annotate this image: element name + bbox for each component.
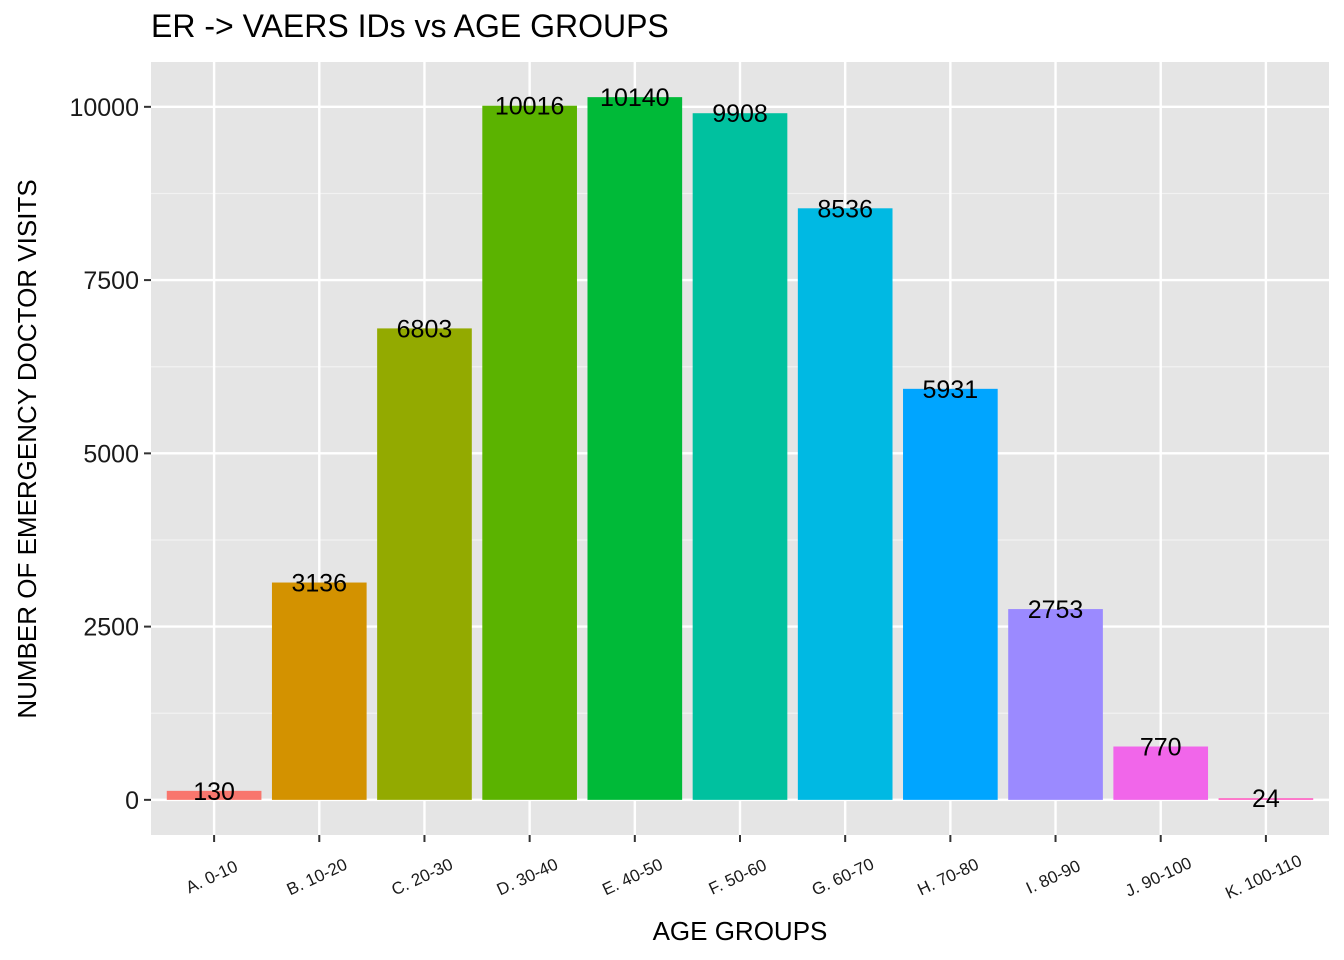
y-tick-label: 2500 [83, 614, 139, 642]
bar [797, 208, 893, 800]
y-axis: 0 2500 5000 7500 10000 [69, 94, 151, 815]
x-tick-label: H. 70-80 [914, 855, 981, 900]
y-tick-label: 0 [125, 787, 139, 815]
chart-title: ER -> VAERS IDs vs AGE GROUPS [151, 8, 669, 44]
x-axis: A. 0-10 B. 10-20 C. 20-30 D. 30-40 E. 40-50 F… [183, 835, 1305, 903]
x-tick-label: E. 40-50 [599, 855, 665, 899]
data-labels: 130 3136 6803 10016 10140 9908 8536 5931 2753 770… [193, 84, 1280, 813]
x-axis-title: AGE GROUPS [653, 916, 828, 946]
bars [166, 97, 1314, 800]
bar [166, 790, 262, 800]
x-tick-label: C. 20-30 [389, 855, 456, 900]
data-label: 24 [1252, 785, 1280, 813]
x-tick-label: I. 80-90 [1023, 856, 1083, 898]
bar [1113, 746, 1209, 800]
x-tick-label: K. 100-110 [1222, 851, 1304, 903]
data-label: 6803 [397, 315, 453, 343]
x-tick-label: B. 10-20 [284, 855, 350, 899]
bar [482, 105, 577, 800]
data-label: 9908 [712, 100, 768, 128]
y-tick-label: 10000 [69, 94, 139, 122]
x-tick-label: J. 90-100 [1122, 853, 1194, 900]
y-tick-label: 5000 [83, 440, 139, 468]
data-label: 8536 [817, 195, 873, 223]
bar [903, 388, 998, 800]
y-tick-label: 7500 [83, 267, 139, 295]
bar [692, 113, 788, 800]
bar [587, 97, 683, 800]
x-tick-label: G. 60-70 [809, 854, 877, 899]
bar [377, 328, 472, 800]
x-tick-label: F. 50-60 [706, 855, 770, 898]
y-axis-title: NUMBER OF EMERGENCY DOCTOR VISITS [12, 179, 42, 718]
bar [1218, 798, 1314, 800]
data-label: 5931 [923, 376, 979, 404]
bar [1008, 609, 1103, 800]
bar [271, 582, 367, 800]
x-tick-label: D. 30-40 [494, 855, 561, 900]
data-label: 3136 [291, 570, 347, 598]
x-tick-label: A. 0-10 [183, 857, 241, 897]
data-label: 770 [1140, 734, 1182, 762]
data-label: 130 [193, 778, 235, 806]
data-label: 10140 [600, 84, 670, 112]
data-label: 2753 [1028, 596, 1084, 624]
data-label: 10016 [495, 93, 565, 121]
